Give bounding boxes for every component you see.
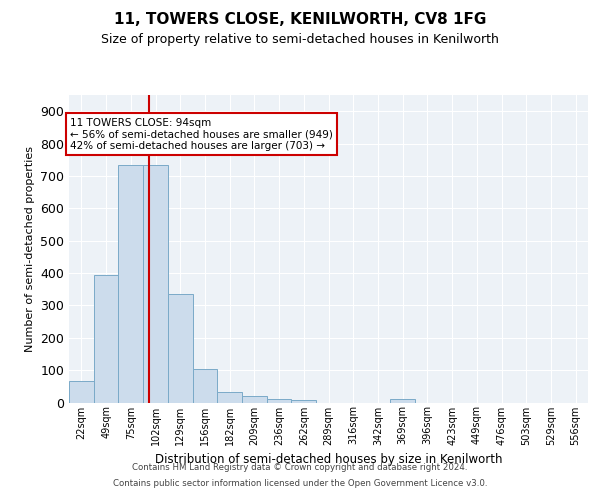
Bar [168,294,193,403]
Bar [69,382,94,402]
Bar [193,368,217,402]
Bar [390,400,415,402]
Bar [217,392,242,402]
Text: 11, TOWERS CLOSE, KENILWORTH, CV8 1FG: 11, TOWERS CLOSE, KENILWORTH, CV8 1FG [114,12,486,28]
Bar [143,164,168,402]
Text: 11 TOWERS CLOSE: 94sqm
← 56% of semi-detached houses are smaller (949)
42% of se: 11 TOWERS CLOSE: 94sqm ← 56% of semi-det… [70,118,333,151]
Text: Size of property relative to semi-detached houses in Kenilworth: Size of property relative to semi-detach… [101,32,499,46]
Y-axis label: Number of semi-detached properties: Number of semi-detached properties [25,146,35,352]
Bar [267,398,292,402]
Bar [242,396,267,402]
Bar [118,164,143,402]
X-axis label: Distribution of semi-detached houses by size in Kenilworth: Distribution of semi-detached houses by … [155,453,502,466]
Bar [94,274,118,402]
Text: Contains HM Land Registry data © Crown copyright and database right 2024.: Contains HM Land Registry data © Crown c… [132,464,468,472]
Bar [292,400,316,402]
Text: Contains public sector information licensed under the Open Government Licence v3: Contains public sector information licen… [113,478,487,488]
